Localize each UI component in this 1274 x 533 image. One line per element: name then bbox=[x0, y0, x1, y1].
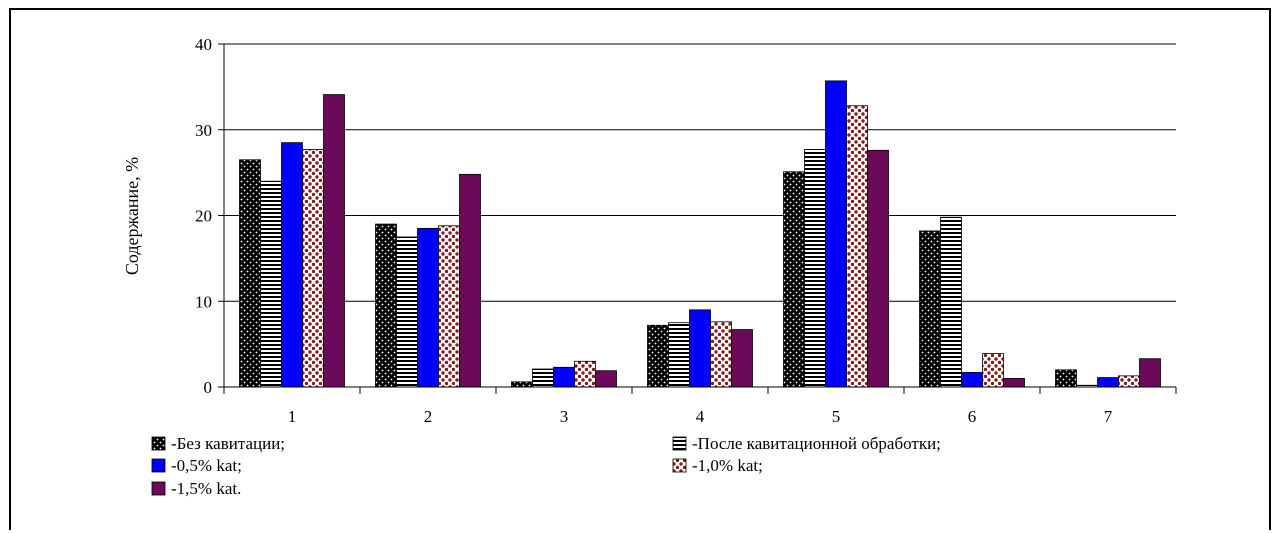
bar bbox=[260, 180, 282, 388]
x-tick-label: 5 bbox=[832, 407, 841, 426]
bar bbox=[323, 94, 345, 388]
x-tick-label: 2 bbox=[424, 407, 433, 426]
bar bbox=[417, 227, 439, 388]
x-tick-label: 3 bbox=[560, 407, 569, 426]
y-tick-label: 30 bbox=[195, 121, 212, 140]
bar bbox=[982, 353, 1004, 388]
bar bbox=[731, 329, 753, 388]
bar bbox=[647, 324, 669, 388]
y-tick-label: 0 bbox=[204, 378, 213, 397]
axes: 0 10 20 30 40 1 2 3 4 5 6 7 bbox=[195, 35, 1177, 426]
bar bbox=[595, 370, 617, 388]
bar bbox=[459, 173, 481, 388]
bar bbox=[375, 223, 397, 388]
bar bbox=[574, 360, 596, 388]
legend-swatch bbox=[151, 436, 166, 451]
bar bbox=[1118, 375, 1140, 388]
bar bbox=[396, 236, 418, 388]
bar bbox=[1097, 377, 1119, 388]
bar bbox=[825, 80, 847, 388]
bar bbox=[961, 372, 983, 388]
legend-swatch bbox=[151, 481, 166, 496]
legend-entry: -После кавитационной обработки; bbox=[692, 434, 941, 453]
x-tick-label: 1 bbox=[288, 407, 297, 426]
chart-frame bbox=[9, 8, 1271, 530]
bar bbox=[532, 368, 554, 388]
bar bbox=[804, 149, 826, 388]
bar bbox=[1055, 369, 1077, 388]
bar bbox=[438, 225, 460, 388]
bar bbox=[783, 171, 805, 388]
legend: -Без кавитации; -После кавитационной обра… bbox=[151, 434, 941, 498]
bar bbox=[689, 309, 711, 388]
legend-swatch bbox=[151, 458, 166, 473]
bar bbox=[846, 105, 868, 388]
legend-entry: -1,5% kat. bbox=[171, 479, 241, 498]
bar bbox=[1139, 358, 1161, 388]
legend-swatch bbox=[672, 458, 687, 473]
y-tick-label: 20 bbox=[195, 207, 212, 226]
legend-swatch bbox=[672, 436, 687, 451]
grid-lines bbox=[224, 43, 1176, 302]
bar bbox=[668, 322, 690, 388]
legend-entry: -Без кавитации; bbox=[171, 434, 285, 453]
legend-entry: -0,5% kat; bbox=[171, 456, 242, 475]
bar bbox=[919, 230, 941, 388]
y-tick-label: 10 bbox=[195, 292, 212, 311]
bar bbox=[710, 321, 732, 388]
bar bbox=[239, 159, 261, 388]
bar bbox=[511, 381, 533, 388]
x-tick-label: 7 bbox=[1104, 407, 1113, 426]
bar bbox=[281, 142, 303, 388]
bar bbox=[1003, 378, 1025, 388]
bar bbox=[553, 366, 575, 388]
y-tick-label: 40 bbox=[195, 35, 212, 54]
bars bbox=[239, 80, 1161, 388]
x-tick-label: 4 bbox=[696, 407, 705, 426]
x-tick-label: 6 bbox=[968, 407, 977, 426]
bar bbox=[940, 216, 962, 388]
y-axis-label: Содержание, % bbox=[122, 157, 142, 275]
bar bbox=[302, 149, 324, 388]
bar bbox=[867, 149, 889, 388]
legend-entry: -1,0% kat; bbox=[692, 456, 763, 475]
